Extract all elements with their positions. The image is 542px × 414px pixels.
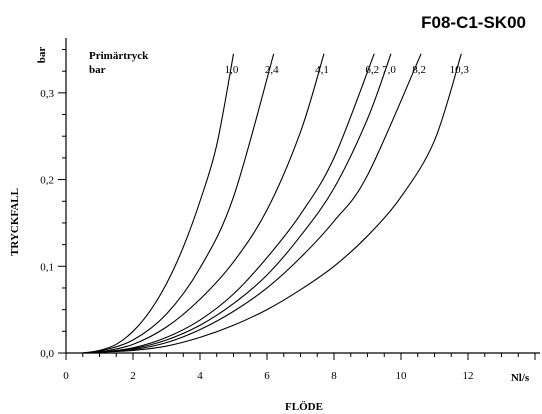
series-labels: 1,0 2,4 4,1 6,2 7,0 8,2 10,3 [225, 64, 470, 76]
x-unit-label: Nl/s [511, 372, 530, 384]
series-label: 6,2 [365, 64, 379, 76]
x-axis-ticks: 0 2 4 6 8 10 12 [63, 353, 536, 382]
x-tick-label: 6 [264, 370, 270, 382]
x-axis-label: FLÖDE [285, 400, 323, 413]
chart-title: F08-C1-SK00 [421, 13, 526, 32]
series-label: 2,4 [265, 64, 279, 76]
y-tick-label: 0,0 [40, 348, 54, 360]
series-label: 1,0 [225, 64, 239, 76]
series-lines [82, 53, 462, 354]
series-label: 7,0 [382, 64, 396, 76]
series-line [82, 53, 462, 354]
plot-frame [65, 38, 540, 354]
x-tick-label: 0 [63, 370, 69, 382]
x-tick-label: 12 [463, 370, 474, 382]
series-line [82, 53, 422, 354]
x-tick-label: 8 [331, 370, 337, 382]
y-axis-ticks: 0,0 0,1 0,2 0,3 [40, 49, 66, 360]
legend-title-line2: bar [89, 64, 106, 76]
series-label: 10,3 [450, 64, 470, 76]
y-tick-label: 0,2 [40, 175, 54, 187]
series-label: 4,1 [315, 64, 329, 76]
series-line [82, 53, 325, 354]
series-line [82, 53, 392, 354]
x-tick-label: 4 [197, 370, 203, 382]
y-tick-label: 0,3 [40, 88, 54, 100]
y-tick-label: 0,1 [40, 261, 54, 273]
series-line [82, 53, 275, 354]
legend-title-line1: Primärtryck [89, 50, 149, 62]
series-line [82, 53, 235, 354]
series-line [82, 53, 375, 354]
series-label: 8,2 [412, 64, 426, 76]
y-axis-label: TRYCKFALL [9, 188, 21, 256]
x-tick-label: 10 [396, 370, 408, 382]
x-tick-label: 2 [130, 370, 136, 382]
y-unit-label: bar [36, 47, 48, 64]
